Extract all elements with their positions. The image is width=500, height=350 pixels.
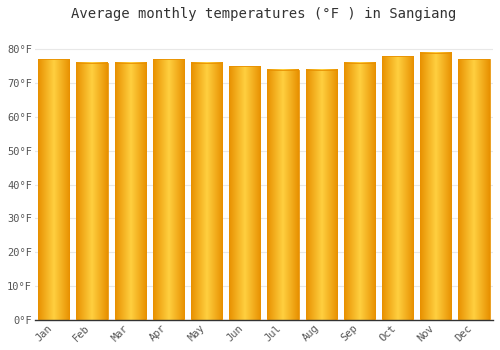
Bar: [382, 56, 413, 320]
Bar: [76, 63, 108, 320]
Bar: [152, 60, 184, 320]
Bar: [420, 53, 452, 320]
Title: Average monthly temperatures (°F ) in Sangiang: Average monthly temperatures (°F ) in Sa…: [72, 7, 456, 21]
Bar: [114, 63, 146, 320]
Bar: [229, 66, 260, 320]
Bar: [458, 60, 490, 320]
Bar: [268, 70, 298, 320]
Bar: [191, 63, 222, 320]
Bar: [38, 60, 70, 320]
Bar: [306, 70, 337, 320]
Bar: [344, 63, 375, 320]
